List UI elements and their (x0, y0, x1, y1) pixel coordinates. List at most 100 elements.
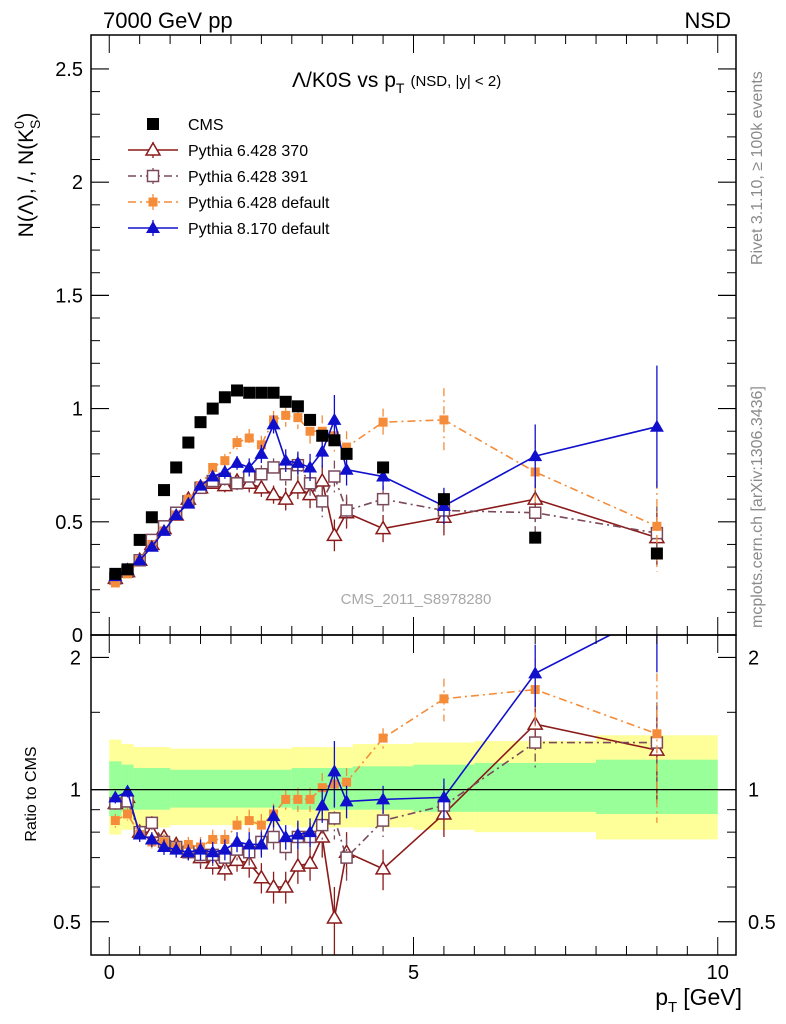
pythia-8-170-default-point (266, 417, 281, 430)
plot-title: Λ/K0S vs pT (NSD, |y| < 2) (292, 69, 501, 96)
pythia-8-170-default-point (144, 539, 159, 552)
ratio-pythia-8-170-default-point (650, 604, 664, 616)
x-tick-label: 10 (707, 962, 729, 984)
cms-point (529, 531, 542, 544)
ratio-pythia-6-428-default-point (293, 794, 303, 804)
cms-point (182, 436, 195, 449)
cms-point (267, 386, 280, 399)
legend-entry-cms: CMS (147, 117, 224, 134)
legend-entry-pythia-6-428-370: Pythia 6.428 370 (128, 141, 308, 160)
ratio-pythia-8-170-default-point (132, 827, 147, 840)
ratio-pythia-6-428-391-point (328, 812, 341, 825)
legend-marker-cms (147, 118, 159, 130)
main-series-layer (107, 365, 666, 588)
ratio-pythia-6-428-370-point (289, 857, 307, 872)
ratio-pythia-6-428-default-point (305, 794, 315, 804)
legend-entry-pythia-6-428-default: Pythia 6.428 default (128, 194, 330, 212)
pythia-8-170-default-point (278, 453, 293, 466)
ratio-pythia-8-170-default-point (157, 840, 172, 853)
cms-point (304, 413, 317, 426)
pythia-6-428-default-point (208, 462, 218, 472)
series-cms (109, 384, 663, 580)
legend-label-pythia-6-428-391: Pythia 6.428 391 (188, 169, 308, 186)
x-tick-label: 5 (408, 962, 419, 984)
pythia-8-170-default-point (339, 462, 354, 475)
ratio-uncertainty-bands (109, 735, 718, 840)
ratio-pythia-8-170-default-point (181, 845, 196, 858)
legend-entry-pythia-6-428-391: Pythia 6.428 391 (128, 168, 308, 186)
pythia-6-428-default-point (378, 417, 388, 427)
pythia-8-170-default-point (254, 446, 269, 459)
pythia-8-170-default-point (181, 496, 196, 509)
ratio-pythia-6-428-391-point (528, 736, 542, 749)
pythia-8-170-default-point (376, 469, 391, 482)
mcplots-source-label: mcplots.cern.ch [arXiv:1306.3436] (749, 386, 766, 628)
pythia-6-428-391-point (230, 477, 244, 490)
ratio-pythia-8-170-default-point (266, 809, 281, 822)
ratio-pythia-6-428-default-point (281, 794, 291, 804)
axes: 0 0.5 1 1.5 2 2.5 0 5 10 0.5 0.5 1 1 2 2 (53, 35, 776, 984)
ratio-pythia-8-170-default-point (278, 829, 293, 842)
cms-point (158, 484, 171, 497)
ratio-pythia-8-170-default-point (290, 827, 305, 840)
pythia-6-428-default-point (439, 415, 449, 425)
main-y-tick-label: 0 (72, 625, 83, 647)
energy-label: 7000 GeV pp (103, 8, 233, 33)
ratio-pythia-8-170-default-point (120, 784, 135, 797)
pythia-8-170-default-point (327, 412, 342, 425)
ratio-pythia-6-428-default-point (439, 694, 449, 704)
ratio-pythia-8-170-default-point (242, 837, 257, 850)
ratio-pythia-8-170-default-point (339, 794, 354, 807)
main-y-tick-label: 0.5 (55, 512, 83, 534)
cms-point (133, 533, 146, 546)
ratio-pythia-6-428-370-point (326, 909, 343, 924)
legend: CMS Pythia 6.428 370 Pythia 6.428 391 Pythi… (128, 117, 330, 238)
cms-point (340, 447, 353, 460)
series-pythia-6-428-default (110, 388, 662, 588)
cms-point (279, 395, 292, 408)
pythia-8-170-default-point (157, 523, 172, 536)
ratio-pythia-6-428-default-line (114, 688, 658, 848)
ratio-pythia-6-428-391-point (340, 851, 353, 864)
ratio-pythia-6-428-default-point (378, 733, 388, 743)
cms-point (206, 402, 219, 415)
pythia-6-428-370-point (313, 472, 331, 487)
ratio-pythia-6-428-default-point (342, 777, 352, 787)
cms-point (291, 400, 304, 413)
legend-marker-pythia-6-428-default (148, 197, 158, 207)
ratio-pythia-6-428-default-point (123, 809, 133, 819)
ratio-pythia-8-170-default-point (217, 842, 232, 855)
legend-entry-pythia-8-170-default: Pythia 8.170 default (128, 220, 330, 238)
pythia-8-170-default-point (528, 449, 543, 462)
ratio-pythia-6-428-370-point (265, 878, 282, 893)
pythia-6-428-391-point (528, 506, 542, 519)
ratio-pythia-6-428-370-point (277, 878, 295, 893)
pythia-8-170-default-point (193, 478, 208, 491)
ratio-pythia-8-170-default-point (436, 790, 451, 803)
ratio-pythia-8-170-default-point (254, 837, 269, 850)
ratio-y-tick-label-right: 1 (748, 780, 759, 802)
ratio-y-axis-label: Ratio to CMS (23, 746, 40, 841)
pythia-8-170-default-point (242, 460, 257, 473)
cms-point (145, 511, 158, 524)
pythia-6-428-391-point (255, 467, 268, 481)
pythia-6-428-default-point (244, 433, 254, 443)
ratio-pythia-6-428-default-point (652, 729, 662, 739)
ratio-pythia-6-428-370-point (301, 854, 319, 869)
series-pythia-8-170-default (108, 365, 664, 582)
ratio-pythia-6-428-default-point (256, 820, 266, 830)
ratio-pythia-6-428-default-point (317, 783, 327, 793)
ratio-band-green-bin-7 (474, 762, 597, 812)
ratio-pythia-6-428-default-point (232, 820, 242, 830)
ratio-pythia-6-428-370-point (313, 828, 331, 843)
cms-point (109, 567, 122, 580)
pythia-8-170-default-point (132, 553, 147, 566)
ratio-pythia-6-428-391-point (376, 814, 390, 827)
pythia-6-428-370-point (265, 486, 282, 501)
ratio-pythia-8-170-default-point (144, 832, 159, 845)
pythia-8-170-default-point (649, 419, 664, 432)
pythia-6-428-370-point (277, 490, 295, 505)
ratio-pythia-8-170-default-point (376, 792, 391, 805)
ratio-pythia-6-428-391-point (145, 816, 159, 830)
